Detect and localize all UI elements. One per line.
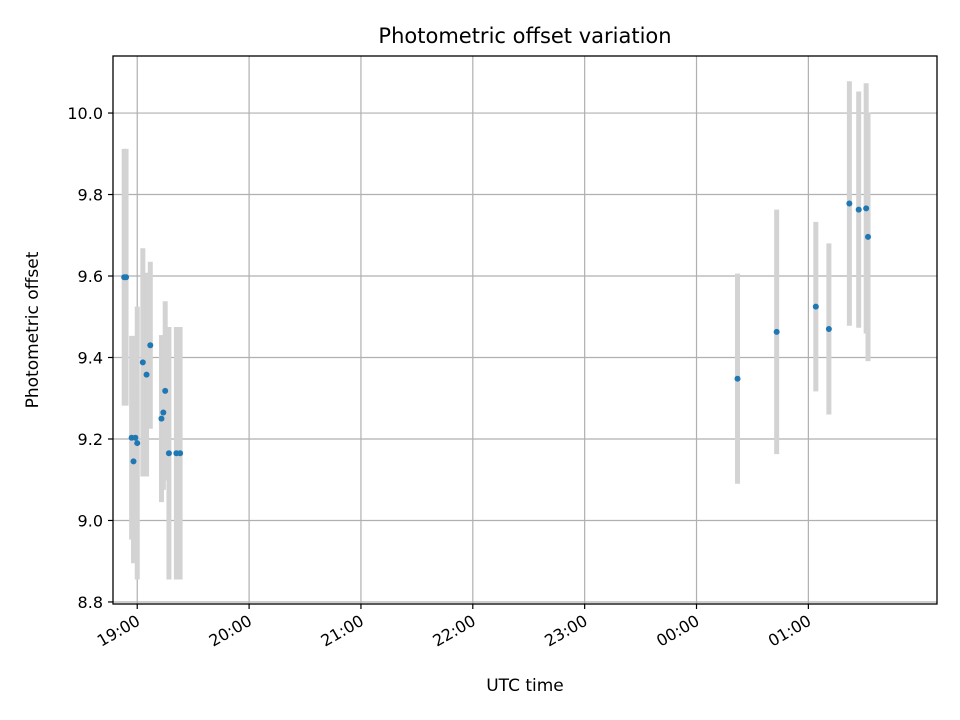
data-point <box>143 371 150 378</box>
y-tick-label: 9.8 <box>78 186 103 205</box>
data-point <box>123 274 130 281</box>
x-tick-label: 22:00 <box>429 611 478 651</box>
data-points <box>121 200 872 465</box>
data-point <box>139 359 146 366</box>
error-bars <box>121 81 871 580</box>
y-tick-label: 9.6 <box>78 267 103 286</box>
y-tick-label: 9.2 <box>78 430 103 449</box>
plot-frame <box>112 55 938 605</box>
x-tick-label: 19:00 <box>94 611 143 651</box>
x-tick-label: 20:00 <box>206 611 255 651</box>
data-point <box>773 328 780 335</box>
data-point <box>158 415 165 422</box>
x-tick-label: 21:00 <box>318 611 367 651</box>
data-point <box>134 440 141 447</box>
x-tick-label: 00:00 <box>653 611 702 651</box>
data-point <box>734 375 741 382</box>
grid <box>113 56 937 604</box>
data-point <box>177 450 184 457</box>
y-tick-label: 9.4 <box>78 349 103 368</box>
data-point <box>147 342 154 349</box>
x-axis-label: UTC time <box>486 676 564 696</box>
data-point <box>855 206 862 213</box>
data-point <box>132 434 139 441</box>
x-tick-label: 23:00 <box>541 611 590 651</box>
y-tick-label: 9.0 <box>78 511 103 530</box>
data-point <box>846 200 853 207</box>
data-point <box>130 458 137 465</box>
data-point <box>160 409 167 416</box>
data-point <box>162 387 169 394</box>
data-point <box>165 450 172 457</box>
data-point <box>865 233 872 240</box>
y-axis-label: Photometric offset <box>23 251 43 408</box>
data-point <box>825 325 832 332</box>
x-tick-label: 01:00 <box>765 611 814 651</box>
data-point <box>863 205 870 212</box>
y-tick-label: 10.0 <box>67 104 103 123</box>
y-tick-label: 8.8 <box>78 593 103 612</box>
data-point <box>812 303 819 310</box>
chart-title: Photometric offset variation <box>378 24 671 48</box>
